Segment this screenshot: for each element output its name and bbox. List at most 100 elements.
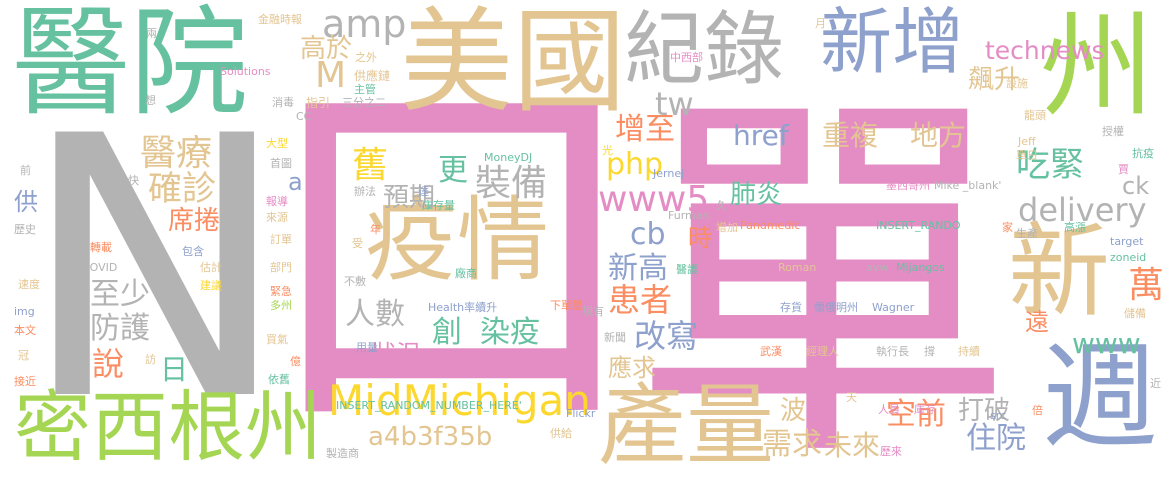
word: 庫存 (914, 403, 936, 416)
word: 時 (688, 224, 712, 252)
word: 近 (1150, 377, 1161, 390)
word: 住院 (966, 421, 1026, 456)
word: amp (322, 2, 407, 46)
word: 首圖 (270, 157, 292, 170)
word: 重複 (822, 119, 879, 152)
word: 未來 (824, 429, 881, 462)
word: 包含 (182, 245, 204, 258)
word: 生產 (1016, 227, 1038, 240)
word: 持續 (958, 345, 980, 358)
word: 部門 (270, 261, 292, 274)
word: 醫療 (140, 133, 213, 174)
word: Solutions (220, 65, 271, 78)
word: 人數 (345, 297, 405, 332)
word: 增加 (716, 221, 738, 234)
word: 懷俄明州 (814, 301, 858, 314)
word: 億 (290, 355, 301, 368)
word: 辦法 (354, 185, 376, 198)
word: INSERT_RANDO (876, 219, 961, 232)
word: 裝備 (475, 163, 548, 204)
word: 歷來 (880, 445, 902, 458)
word: 遠 (1025, 308, 1049, 336)
word: 歷史 (14, 223, 36, 236)
word: zoneid (1110, 251, 1147, 264)
word: 存貨 (780, 301, 802, 314)
word: cb (630, 217, 666, 252)
word: Flickr (566, 407, 596, 420)
word: 新增 (820, 0, 965, 84)
word: 疫情 (365, 187, 550, 294)
word: 供給 (550, 427, 572, 440)
word: 舊 (352, 145, 389, 186)
word: img (14, 305, 35, 318)
word: Roman (778, 261, 817, 274)
word: src (990, 409, 1007, 422)
word: Jernej (653, 167, 685, 180)
word: 買氣 (266, 333, 288, 346)
word: 高於 (300, 34, 353, 64)
word: 儲備 (1124, 307, 1146, 320)
word: Wagner (872, 301, 915, 314)
word: Pandmedic (740, 219, 801, 232)
word: 萬 (1128, 265, 1165, 306)
word: 撐 (924, 345, 935, 358)
word: 冠 (18, 349, 29, 362)
word: Furman (668, 209, 710, 222)
word: 密西根州 (14, 384, 322, 473)
word: avw (866, 261, 889, 274)
word: 賈 (1118, 163, 1129, 176)
word: 建議 (200, 279, 222, 292)
word: 年 (370, 223, 381, 236)
word: 創 (432, 315, 462, 350)
word: 速度 (18, 278, 40, 291)
word: www5 (598, 179, 710, 220)
word: 打破 (958, 396, 1011, 426)
word: 改寫 (634, 317, 699, 355)
word: 天 (846, 391, 857, 404)
word: 供 (14, 188, 38, 216)
word: 波 (780, 396, 807, 426)
word: 大型 (266, 137, 288, 150)
word: 緊急 (270, 285, 292, 298)
word: M (315, 55, 347, 96)
word: 家 (1002, 221, 1013, 234)
word: 來源 (266, 211, 288, 224)
word: 接近 (14, 375, 36, 388)
word: 單 (630, 60, 1015, 482)
word: 倍 (1032, 404, 1043, 417)
word: 金融時報 (258, 13, 302, 26)
word: 高漲 (1064, 221, 1086, 234)
word: 之外 (355, 51, 377, 64)
word: target (1110, 235, 1144, 248)
word: 轉載 (90, 241, 112, 254)
word: 週 (1042, 330, 1158, 465)
word: N (20, 60, 290, 479)
word: 新高 (608, 251, 668, 286)
word: MoneyDJ (484, 151, 533, 164)
word: 狀況 (372, 340, 420, 368)
word: 人員 (878, 403, 900, 416)
word: 庫存量 (422, 199, 455, 212)
word: technews (985, 36, 1105, 65)
word: 產量 (598, 374, 775, 477)
word: 不敷 (344, 275, 366, 288)
word: php (606, 147, 664, 182)
word: href (733, 119, 789, 152)
word: CC (296, 110, 312, 123)
word: 席捲 (168, 206, 221, 236)
word: 訪 (145, 353, 156, 366)
word: 空前 (886, 397, 946, 432)
word: 患者 (608, 281, 673, 319)
word: 州 (1040, 0, 1155, 133)
word: 設施 (1006, 77, 1028, 90)
word: 廠商 (455, 267, 477, 280)
word: 新 (1008, 213, 1110, 332)
word: 估計 (200, 261, 222, 274)
word: 醫院 (12, 0, 249, 132)
word: 吃緊 (1016, 145, 1084, 185)
word: 主管 (354, 83, 376, 96)
word: Health率續升 (428, 301, 498, 314)
word: 單日 (1016, 149, 1038, 162)
word: MidMichigan (328, 376, 591, 425)
